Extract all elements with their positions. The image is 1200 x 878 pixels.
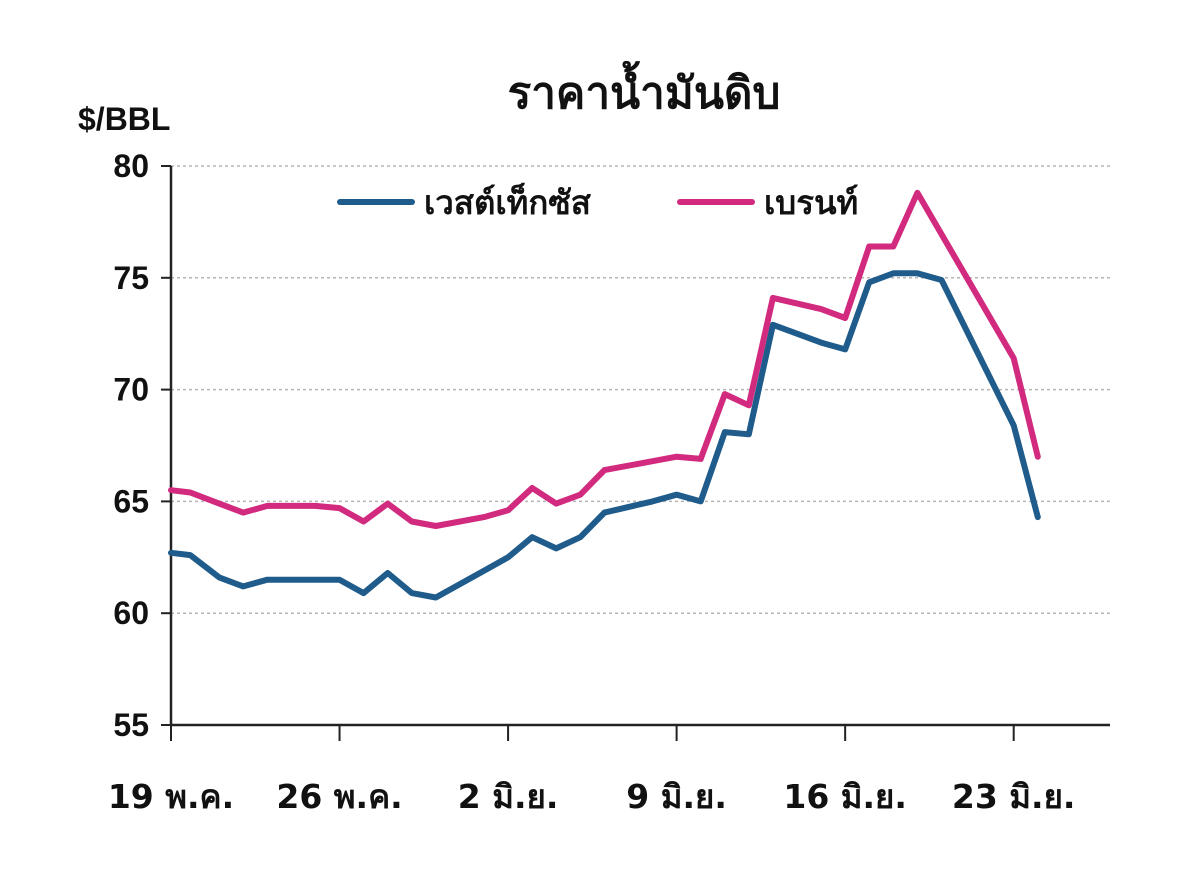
y-axis-ticks: 55 60 65 70 75 80 bbox=[113, 148, 171, 743]
chart-title: ราคาน้ำมันดิบ bbox=[508, 60, 781, 119]
legend: เวสต์เท็กซัส เบรนท์ bbox=[337, 182, 858, 222]
x-tick-label: 19 พ.ค. bbox=[108, 777, 234, 816]
y-tick-label: 55 bbox=[113, 707, 149, 743]
axes bbox=[169, 166, 1110, 727]
y-tick-label: 70 bbox=[113, 372, 149, 408]
series-lines bbox=[168, 189, 1041, 601]
legend-label: เบรนท์ bbox=[764, 183, 858, 222]
x-tick-label: 2 มิ.ย. bbox=[458, 777, 559, 816]
x-axis-ticks: 19 พ.ค. 26 พ.ค. 2 มิ.ย. 9 มิ.ย. 16 มิ.ย. 23 ม… bbox=[108, 725, 1076, 816]
x-tick-label: 26 พ.ค. bbox=[276, 777, 402, 816]
gridlines bbox=[171, 165, 1110, 614]
y-tick-label: 80 bbox=[113, 148, 149, 184]
x-tick-label: 9 มิ.ย. bbox=[626, 777, 727, 816]
x-tick-label: 23 มิ.ย. bbox=[952, 777, 1076, 816]
legend-label: เวสต์เท็กซัส bbox=[424, 182, 592, 222]
y-tick-label: 60 bbox=[113, 595, 149, 631]
series-line-brent bbox=[168, 189, 1041, 529]
x-tick-label: 16 มิ.ย. bbox=[783, 777, 907, 816]
y-tick-label: 65 bbox=[113, 483, 149, 519]
series-line-wti bbox=[168, 270, 1041, 601]
y-tick-label: 75 bbox=[113, 260, 149, 296]
y-axis-unit-label: $/BBL bbox=[78, 101, 170, 137]
